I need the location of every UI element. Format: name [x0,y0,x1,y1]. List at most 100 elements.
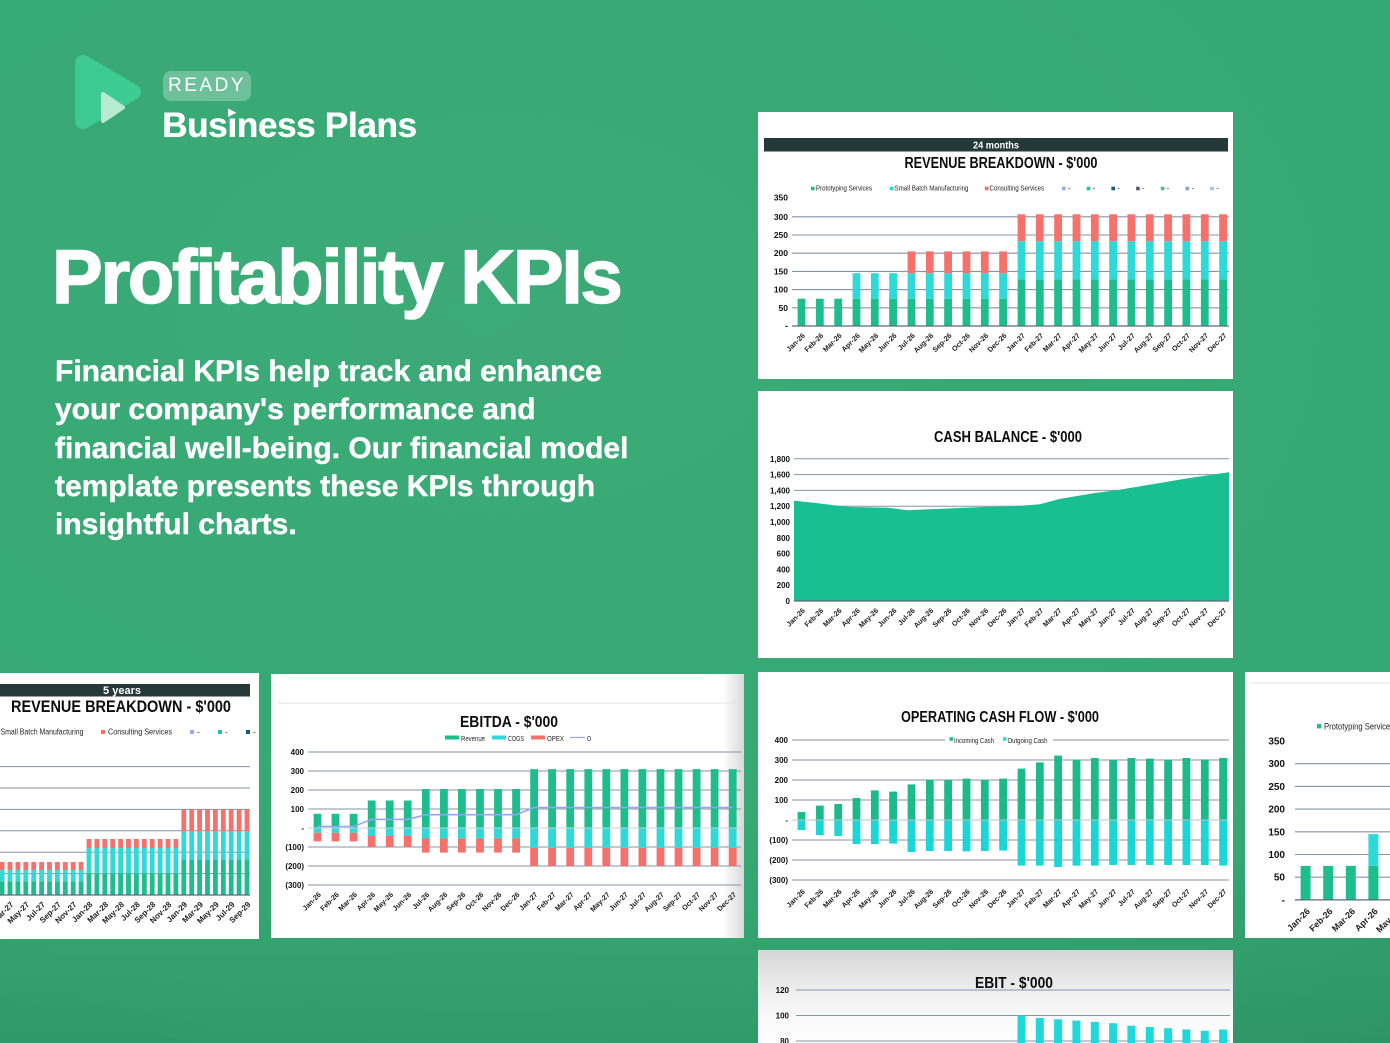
svg-text:Aug-27: Aug-27 [1132,331,1156,355]
svg-text:Mar-26: Mar-26 [821,606,844,629]
svg-text:Small Batch Manufacturing: Small Batch Manufacturing [895,184,969,193]
svg-text:REVENUE BREAKDOWN - $'000: REVENUE BREAKDOWN - $'000 [905,155,1098,172]
svg-text:400: 400 [291,748,305,757]
svg-text:(100): (100) [769,836,788,845]
svg-text:200: 200 [291,786,305,795]
svg-text:Mar-26: Mar-26 [821,887,844,910]
svg-text:-: - [1167,184,1170,193]
svg-text:Revenue: Revenue [461,734,485,743]
svg-text:EBITDA - $'000: EBITDA - $'000 [460,714,558,731]
svg-text:-: - [1192,184,1195,193]
svg-text:May-26: May-26 [857,331,881,355]
svg-text:200: 200 [1268,805,1285,816]
svg-text:Aug-27: Aug-27 [1132,606,1156,630]
svg-text:Mar-27: Mar-27 [1041,331,1064,354]
svg-text:May-26: May-26 [857,606,881,630]
svg-text:150: 150 [1268,827,1285,838]
svg-text:250: 250 [1268,782,1285,793]
svg-text:200: 200 [774,248,788,258]
svg-text:100: 100 [775,796,789,805]
svg-text:Sep-27: Sep-27 [1150,606,1173,629]
svg-text:1,600: 1,600 [770,471,791,480]
svg-text:300: 300 [774,212,788,222]
svg-text:24 months: 24 months [973,141,1019,152]
svg-text:(300): (300) [769,876,788,885]
svg-text:300: 300 [775,756,789,765]
svg-text:Jun-27: Jun-27 [1096,887,1119,910]
svg-text:Dec-27: Dec-27 [1205,606,1228,629]
svg-text:May-27: May-27 [1077,606,1101,630]
svg-text:Feb-27: Feb-27 [1022,331,1045,354]
svg-text:-: - [225,728,228,737]
svg-text:100: 100 [774,285,788,295]
svg-text:Jan-27: Jan-27 [1004,331,1026,353]
svg-text:200: 200 [775,776,789,785]
svg-text:Aug-26: Aug-26 [912,887,936,911]
svg-text:1,200: 1,200 [770,502,791,511]
svg-text:Nov-27: Nov-27 [1187,606,1210,629]
svg-text:Jan-26: Jan-26 [784,331,806,353]
svg-text:-: - [785,816,788,825]
svg-text:Sep-26: Sep-26 [930,331,953,354]
svg-text:Feb-26: Feb-26 [802,606,825,629]
svg-text:Jun-27: Jun-27 [1096,331,1119,354]
svg-text:-: - [1068,184,1071,193]
svg-text:100: 100 [291,805,305,814]
svg-text:350: 350 [774,193,788,203]
svg-text:600: 600 [777,550,791,559]
svg-text:250: 250 [774,230,788,240]
svg-text:-: - [1093,184,1096,193]
svg-text:(300): (300) [285,881,304,890]
svg-text:Nov-26: Nov-26 [967,331,990,354]
svg-text:Jan-27: Jan-27 [1004,606,1026,628]
svg-text:Incoming Cash: Incoming Cash [954,736,994,745]
svg-text:Dec-26: Dec-26 [985,887,1008,910]
svg-text:120: 120 [776,986,790,995]
svg-text:(200): (200) [769,856,788,865]
svg-text:Prototyping Services: Prototyping Services [816,184,872,193]
svg-text:Dec-27: Dec-27 [1205,331,1228,354]
svg-text:Mar-26: Mar-26 [1330,906,1357,933]
svg-text:Sep-26: Sep-26 [930,606,953,629]
svg-text:Dec-26: Dec-26 [985,606,1008,629]
svg-text:-: - [785,321,788,331]
svg-text:Small Batch Manufacturing: Small Batch Manufacturing [1,728,84,737]
svg-text:0: 0 [786,597,791,606]
svg-text:-: - [1216,184,1219,193]
svg-text:Outgoing Cash: Outgoing Cash [1008,736,1048,745]
svg-text:Sep-27: Sep-27 [1150,331,1173,354]
svg-text:Jan-26: Jan-26 [1285,906,1312,933]
svg-text:300: 300 [1268,759,1285,770]
svg-text:OPEX: OPEX [547,734,564,743]
svg-text:Consulting Services: Consulting Services [990,184,1045,193]
svg-text:Feb-26: Feb-26 [802,887,825,910]
svg-text:-: - [253,728,256,737]
svg-text:Jun-26: Jun-26 [876,331,899,354]
svg-text:(200): (200) [285,862,304,871]
svg-text:Consulting Services: Consulting Services [108,728,172,737]
svg-text:COGS: COGS [508,734,524,743]
svg-text:May-27: May-27 [1077,331,1101,355]
svg-text:100: 100 [1268,850,1285,861]
svg-text:400: 400 [775,736,789,745]
svg-text:300: 300 [291,767,305,776]
svg-text:Sep-26: Sep-26 [930,887,953,910]
svg-text:Nov-27: Nov-27 [1187,331,1210,354]
svg-text:REVENUE BREAKDOWN - $'000: REVENUE BREAKDOWN - $'000 [11,697,231,716]
svg-text:Nov-26: Nov-26 [967,606,990,629]
svg-text:Mar-27: Mar-27 [1041,606,1064,629]
svg-text:May-26: May-26 [857,887,881,911]
svg-text:200: 200 [777,581,791,590]
svg-text:Feb-27: Feb-27 [1022,887,1045,910]
svg-text:350: 350 [1268,737,1285,748]
svg-text:80: 80 [780,1037,789,1043]
svg-text:Jun-26: Jun-26 [876,887,899,910]
svg-text:150: 150 [774,266,788,276]
svg-text:Jan-26: Jan-26 [784,887,806,909]
svg-text:1,800: 1,800 [770,455,791,464]
svg-text:Dec-26: Dec-26 [985,331,1008,354]
svg-text:Jan-27: Jan-27 [1004,887,1026,909]
svg-text:CASH BALANCE - $'000: CASH BALANCE - $'000 [934,429,1082,446]
svg-text:1,400: 1,400 [770,486,791,495]
svg-text:Feb-26: Feb-26 [802,331,825,354]
